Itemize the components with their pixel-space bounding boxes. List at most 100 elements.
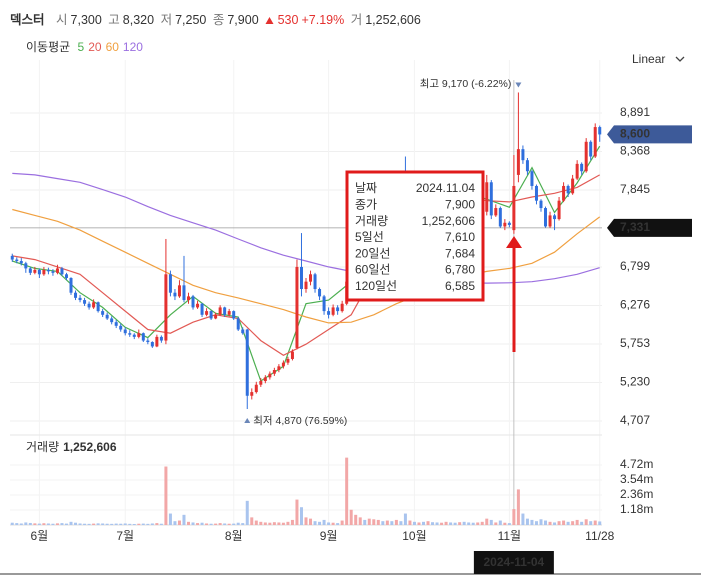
scale-label[interactable]: Linear bbox=[632, 52, 666, 66]
volume-bar bbox=[177, 520, 181, 525]
volume-bar bbox=[476, 522, 480, 525]
candle-body bbox=[512, 185, 516, 231]
volume-bar bbox=[589, 521, 593, 525]
volume-bar bbox=[182, 514, 186, 525]
candle-body bbox=[236, 318, 240, 330]
volume-bar bbox=[408, 520, 412, 525]
volume-bar bbox=[83, 523, 87, 525]
y-tick-label: 8,891 bbox=[620, 105, 650, 119]
candle-body bbox=[87, 303, 91, 308]
volume-bar bbox=[164, 466, 168, 525]
stock-name: 덱스터 bbox=[10, 13, 45, 27]
volume-bar bbox=[87, 523, 91, 525]
volume-bar bbox=[562, 520, 566, 525]
volume-bar bbox=[110, 523, 114, 525]
volume-bar bbox=[141, 523, 145, 525]
volume-bar bbox=[137, 523, 141, 525]
volume-bar bbox=[412, 521, 416, 525]
volume-bar bbox=[584, 519, 588, 525]
volume-bar bbox=[485, 518, 489, 525]
x-tick-label: 7월 bbox=[116, 529, 134, 543]
volume-bar bbox=[268, 522, 272, 525]
candle-body bbox=[557, 200, 561, 220]
volume-bar bbox=[507, 523, 511, 525]
candle-body bbox=[223, 307, 227, 315]
candle-body bbox=[200, 303, 204, 315]
scale-selector[interactable]: Linear bbox=[632, 52, 685, 66]
volume-bar bbox=[349, 509, 353, 525]
volume-bar bbox=[37, 523, 41, 525]
volume-bar bbox=[119, 523, 123, 525]
candle-body bbox=[485, 182, 489, 212]
candle-body bbox=[159, 336, 163, 341]
candle-body bbox=[92, 302, 96, 308]
candle-body bbox=[322, 296, 326, 312]
volume-bar bbox=[96, 523, 100, 525]
volume-bar bbox=[236, 522, 240, 525]
volume-bar bbox=[376, 519, 380, 525]
max-marker bbox=[515, 82, 522, 88]
volume-bar bbox=[232, 523, 236, 525]
candle-body bbox=[114, 322, 118, 326]
candle-body bbox=[196, 303, 200, 308]
candle-body bbox=[336, 307, 340, 312]
volume-bar bbox=[385, 520, 389, 525]
v-tick-label: 2.36m bbox=[620, 487, 653, 501]
candle-body bbox=[525, 160, 529, 172]
tooltip-label: 거래량 bbox=[355, 214, 388, 228]
candle-body bbox=[534, 185, 538, 201]
candle-body bbox=[46, 269, 50, 272]
candle-body bbox=[218, 307, 222, 315]
change-value: 530 bbox=[277, 13, 299, 27]
volume-bar bbox=[60, 523, 64, 525]
volume-bar bbox=[101, 523, 105, 525]
volume-bar bbox=[55, 523, 59, 525]
candle-body bbox=[182, 285, 186, 301]
up-icon bbox=[265, 17, 274, 25]
volume-bar bbox=[15, 523, 19, 525]
volume-bar bbox=[196, 523, 200, 525]
v-tick-label: 4.72m bbox=[620, 457, 653, 471]
volume-value: 1,252,606 bbox=[365, 13, 421, 27]
volume-bar bbox=[426, 521, 430, 525]
volume-bar bbox=[372, 519, 376, 525]
volume-bar bbox=[123, 523, 127, 525]
volume-bar bbox=[553, 522, 557, 525]
tooltip-value: 7,900 bbox=[445, 197, 475, 211]
volume-bar bbox=[471, 522, 475, 525]
candle-body bbox=[168, 274, 172, 293]
volume-bar bbox=[146, 523, 150, 525]
crosshair-price-label: 7,331 bbox=[620, 220, 650, 234]
x-tick-label: 8월 bbox=[225, 529, 243, 543]
tooltip-label: 날짜 bbox=[355, 181, 377, 195]
candle-body bbox=[575, 163, 579, 179]
volume-bar bbox=[304, 517, 308, 525]
volume-bar bbox=[354, 514, 358, 525]
candle-body bbox=[209, 311, 213, 319]
volume-bar bbox=[114, 523, 118, 525]
last-price-tag bbox=[607, 125, 692, 144]
x-tick-label: 11/28 bbox=[585, 529, 614, 543]
volume-bar bbox=[580, 521, 584, 525]
volume-bar bbox=[155, 523, 159, 525]
candle-body bbox=[313, 274, 317, 290]
candle-body bbox=[245, 329, 249, 396]
volume-bar bbox=[331, 522, 335, 525]
volume-bar bbox=[516, 489, 520, 525]
y-tick-label: 5,753 bbox=[620, 336, 650, 350]
v-tick-label: 3.54m bbox=[620, 472, 653, 486]
candle-body bbox=[146, 340, 150, 343]
volume-bar bbox=[74, 522, 78, 525]
candle-body bbox=[69, 277, 73, 293]
chevron[interactable] bbox=[675, 56, 685, 63]
tooltip-value: 6,585 bbox=[445, 279, 475, 293]
candle-body bbox=[10, 255, 14, 260]
open-value: 7,300 bbox=[70, 13, 102, 27]
volume-bar bbox=[367, 518, 371, 525]
candle-body bbox=[164, 274, 168, 341]
volume-bar bbox=[245, 500, 249, 525]
volume-bar bbox=[358, 517, 362, 525]
candle-body bbox=[286, 358, 290, 363]
volume-bar bbox=[92, 523, 96, 525]
